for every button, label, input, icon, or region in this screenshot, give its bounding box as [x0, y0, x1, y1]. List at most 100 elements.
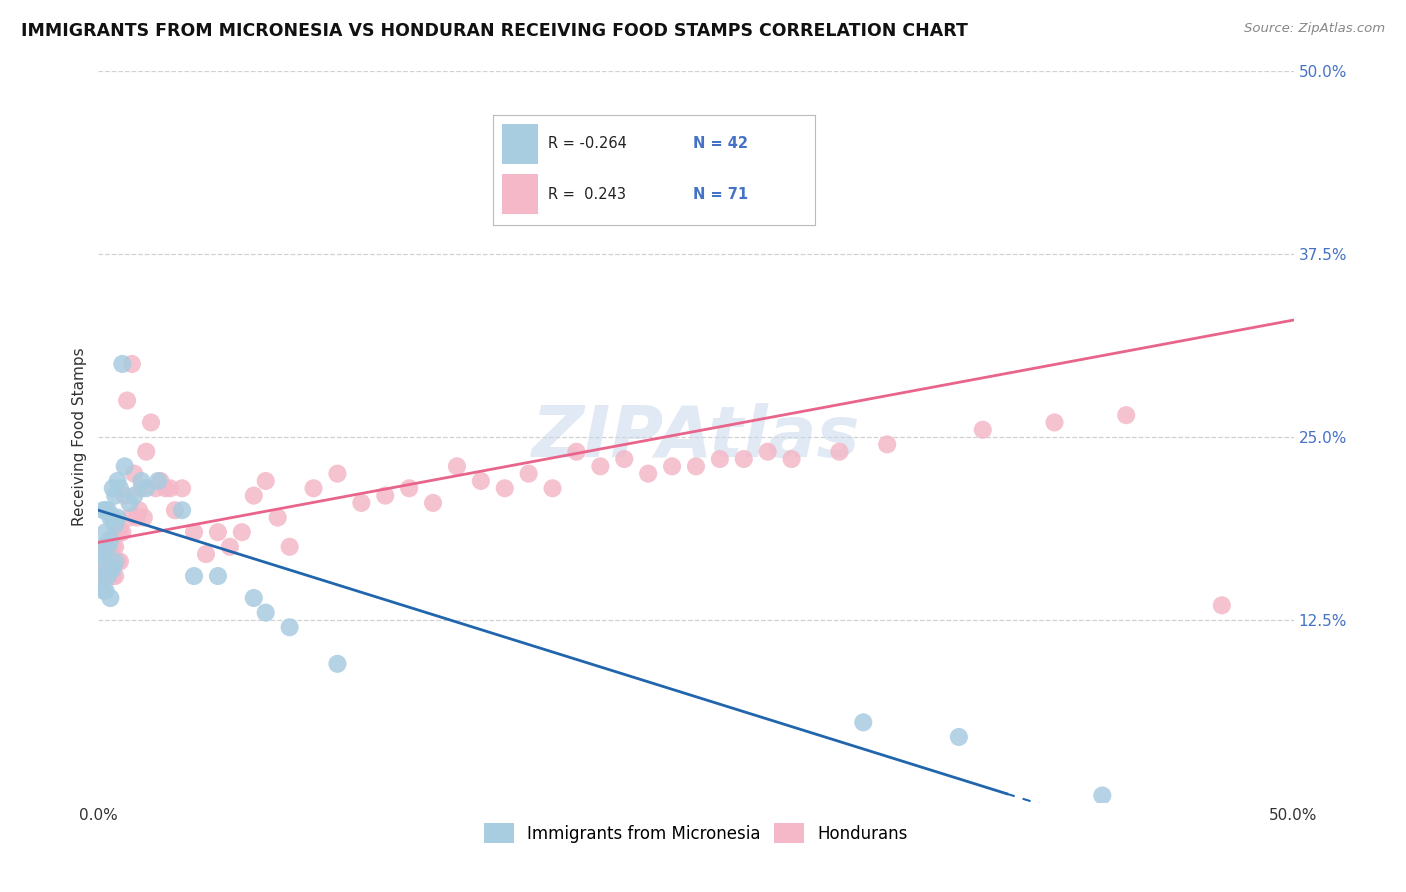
Point — [1043, 416, 1066, 430]
Point — [661, 459, 683, 474]
Point — [494, 481, 516, 495]
Point — [94, 503, 117, 517]
Point — [172, 503, 194, 517]
Point — [302, 481, 325, 495]
Point — [101, 562, 124, 576]
Point — [183, 525, 205, 540]
Point — [111, 525, 134, 540]
Point — [207, 525, 229, 540]
Point — [709, 452, 731, 467]
Point — [326, 657, 349, 671]
Point — [94, 583, 117, 598]
Point — [155, 481, 177, 495]
Point — [128, 503, 150, 517]
Point — [108, 554, 131, 568]
Point — [90, 554, 112, 568]
Point — [98, 562, 122, 576]
Point — [97, 540, 120, 554]
Point — [108, 525, 131, 540]
Point — [278, 540, 301, 554]
Point — [132, 510, 155, 524]
Point — [135, 481, 157, 495]
Point — [613, 452, 636, 467]
Point — [101, 481, 124, 495]
Point — [125, 510, 148, 524]
Point — [219, 540, 242, 554]
Point — [114, 489, 136, 503]
Point — [876, 437, 898, 451]
Point — [852, 715, 875, 730]
Point — [278, 620, 301, 634]
Point — [108, 481, 131, 495]
Point — [148, 474, 170, 488]
Point — [517, 467, 540, 481]
Point — [183, 569, 205, 583]
Point — [107, 554, 129, 568]
Point — [828, 444, 851, 458]
Point — [163, 503, 186, 517]
Point — [131, 481, 153, 495]
Point — [107, 525, 129, 540]
Point — [111, 357, 134, 371]
Point — [139, 416, 162, 430]
Point — [94, 569, 117, 583]
Point — [231, 525, 253, 540]
Point — [115, 393, 138, 408]
Point — [159, 481, 181, 495]
Point — [135, 444, 157, 458]
Point — [97, 540, 120, 554]
Point — [422, 496, 444, 510]
Point — [98, 533, 122, 547]
Point — [541, 481, 564, 495]
Point — [1115, 408, 1137, 422]
Point — [589, 459, 612, 474]
Point — [91, 540, 114, 554]
Point — [98, 591, 122, 605]
Point — [94, 540, 117, 554]
Point — [107, 474, 129, 488]
Point — [254, 474, 277, 488]
Point — [948, 730, 970, 744]
Point — [1091, 789, 1114, 803]
Point — [91, 547, 114, 561]
Text: Source: ZipAtlas.com: Source: ZipAtlas.com — [1244, 22, 1385, 36]
Text: ZIPAtlas: ZIPAtlas — [531, 402, 860, 472]
Point — [97, 503, 120, 517]
Point — [326, 467, 349, 481]
Point — [107, 510, 129, 524]
Point — [267, 510, 290, 524]
Point — [207, 569, 229, 583]
Point — [118, 496, 141, 510]
Point — [101, 540, 124, 554]
Point — [94, 525, 117, 540]
Point — [104, 569, 127, 583]
Point — [98, 569, 122, 583]
Point — [101, 569, 124, 583]
Point — [97, 569, 120, 583]
Point — [254, 606, 277, 620]
Point — [470, 474, 492, 488]
Point — [565, 444, 588, 458]
Point — [118, 510, 141, 524]
Point — [637, 467, 659, 481]
Point — [398, 481, 420, 495]
Point — [124, 467, 146, 481]
Point — [446, 459, 468, 474]
Point — [350, 496, 373, 510]
Point — [90, 569, 112, 583]
Point — [1211, 599, 1233, 613]
Point — [733, 452, 755, 467]
Point — [98, 510, 122, 524]
Point — [685, 459, 707, 474]
Point — [780, 452, 803, 467]
Point — [91, 503, 114, 517]
Legend: Immigrants from Micronesia, Hondurans: Immigrants from Micronesia, Hondurans — [478, 817, 914, 849]
Point — [243, 489, 266, 503]
Point — [131, 474, 153, 488]
Point — [94, 554, 117, 568]
Point — [243, 591, 266, 605]
Point — [90, 540, 112, 554]
Y-axis label: Receiving Food Stamps: Receiving Food Stamps — [72, 348, 87, 526]
Point — [98, 540, 122, 554]
Point — [114, 459, 136, 474]
